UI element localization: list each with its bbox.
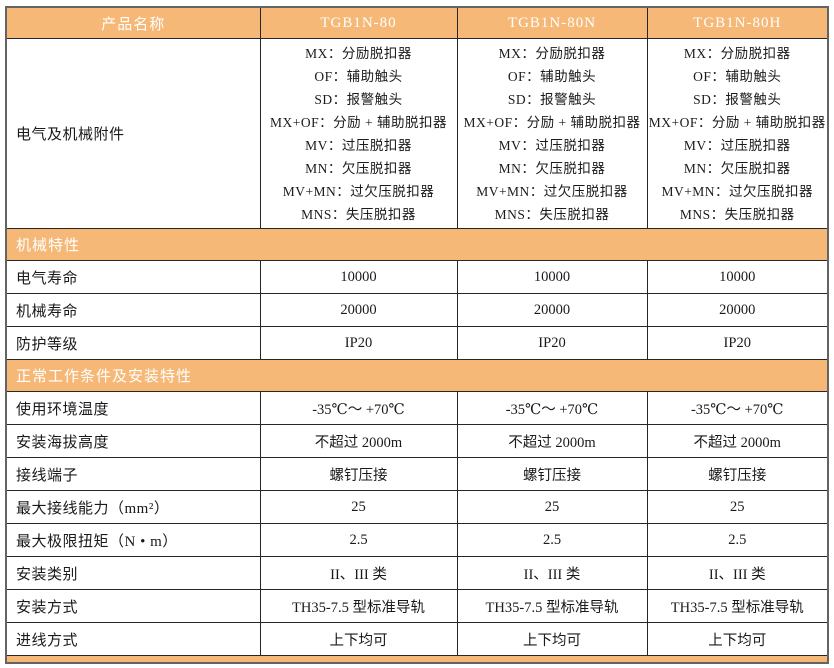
row-value: 25 [456, 490, 648, 524]
table-row: 防护等级 IP20 IP20 IP20 [5, 326, 829, 360]
row-label: 电气寿命 [5, 260, 261, 294]
row-value: -35℃～ +70℃ [646, 391, 829, 425]
row-value: IP20 [456, 326, 648, 360]
accessories-row: 电气及机械附件 MX：分励脱扣器 OF：辅助触头 SD：报警触头 MX+OF：分… [5, 38, 829, 229]
table-row: 接线端子 螺钉压接 螺钉压接 螺钉压接 [5, 457, 829, 491]
row-value: TH35-7.5 型标准导轨 [259, 589, 458, 623]
accessory-line: OF：辅助触头 [693, 68, 782, 84]
accessory-line: OF：辅助触头 [507, 68, 597, 84]
accessories-cell: MX：分励脱扣器 OF：辅助触头 SD：报警触头 MX+OF：分励 + 辅助脱扣… [456, 38, 648, 229]
section-title: 正常工作条件及安装特性 [5, 359, 829, 392]
row-value: -35℃～ +70℃ [456, 391, 648, 425]
accessory-line: MNS：失压脱扣器 [301, 206, 416, 222]
model-header: TGB1N-80 [259, 6, 458, 39]
row-label: 最大接线能力（mm²） [5, 490, 261, 524]
row-value: 螺钉压接 [259, 457, 458, 491]
row-value: II、III 类 [259, 556, 458, 590]
accessory-line: MX：分励脱扣器 [305, 45, 412, 61]
row-value: 20000 [646, 293, 829, 327]
table-row: 进线方式 上下均可 上下均可 上下均可 [5, 622, 829, 656]
row-label: 最大极限扭矩（N • m） [5, 523, 261, 557]
row-value: 上下均可 [259, 622, 458, 656]
row-label: 使用环境温度 [5, 391, 261, 425]
row-label: 安装类别 [5, 556, 261, 590]
product-spec-table: 产品名称 TGB1N-80 TGB1N-80N TGB1N-80H 电气及机械附… [5, 6, 829, 664]
row-value: 上下均可 [646, 622, 829, 656]
accessory-line: MV+MN：过欠压脱扣器 [661, 183, 814, 199]
row-value: 20000 [456, 293, 648, 327]
row-value: 2.5 [259, 523, 458, 557]
product-name-header: 产品名称 [5, 6, 261, 39]
row-label: 进线方式 [5, 622, 261, 656]
row-value: 10000 [456, 260, 648, 294]
accessory-line: MN：欠压脱扣器 [498, 160, 606, 176]
section-row-installation: 正常工作条件及安装特性 [5, 359, 829, 392]
table-row: 最大接线能力（mm²） 25 25 25 [5, 490, 829, 524]
row-value: IP20 [259, 326, 458, 360]
row-label: 安装方式 [5, 589, 261, 623]
accessory-line: MX+OF：分励 + 辅助脱扣器 [648, 114, 826, 130]
row-label: 防护等级 [5, 326, 261, 360]
row-value: II、III 类 [456, 556, 648, 590]
table-header-row: 产品名称 TGB1N-80 TGB1N-80N TGB1N-80H [5, 6, 829, 39]
row-value: 10000 [259, 260, 458, 294]
row-value: 2.5 [456, 523, 648, 557]
table-row: 安装方式 TH35-7.5 型标准导轨 TH35-7.5 型标准导轨 TH35-… [5, 589, 829, 623]
row-value: 20000 [259, 293, 458, 327]
row-value: TH35-7.5 型标准导轨 [646, 589, 829, 623]
accessory-line: MV：过压脱扣器 [498, 137, 606, 153]
row-value: 10000 [646, 260, 829, 294]
accessory-line: MX：分励脱扣器 [498, 45, 606, 61]
row-value: 上下均可 [456, 622, 648, 656]
row-value: 2.5 [646, 523, 829, 557]
section-title: 机械特性 [5, 228, 829, 261]
row-label: 接线端子 [5, 457, 261, 491]
table-row: 最大极限扭矩（N • m） 2.5 2.5 2.5 [5, 523, 829, 557]
model-header: TGB1N-80N [456, 6, 648, 39]
accessory-line: SD：报警触头 [507, 91, 597, 107]
accessories-cell: MX：分励脱扣器 OF：辅助触头 SD：报警触头 MX+OF：分励 + 辅助脱扣… [259, 38, 458, 229]
accessory-line: MV+MN：过欠压脱扣器 [476, 183, 628, 199]
row-label: 安装海拔高度 [5, 424, 261, 458]
accessory-line: MN：欠压脱扣器 [305, 160, 412, 176]
accessory-line: MNS：失压脱扣器 [494, 206, 610, 222]
row-value: -35℃～ +70℃ [259, 391, 458, 425]
accessories-cell: MX：分励脱扣器 OF：辅助触头 SD：报警触头 MX+OF：分励 + 辅助脱扣… [646, 38, 829, 229]
row-label: 机械寿命 [5, 293, 261, 327]
row-value: 不超过 2000m [456, 424, 648, 458]
accessory-line: MN：欠压脱扣器 [683, 160, 791, 176]
accessory-line: MV+MN：过欠压脱扣器 [282, 183, 435, 199]
accessory-list: MX：分励脱扣器 OF：辅助触头 SD：报警触头 MX+OF：分励 + 辅助脱扣… [648, 42, 827, 226]
row-value: 不超过 2000m [259, 424, 458, 458]
accessory-line: MX+OF：分励 + 辅助脱扣器 [270, 114, 447, 130]
accessory-line: SD：报警触头 [314, 91, 403, 107]
row-value: 螺钉压接 [456, 457, 648, 491]
table-row: 机械寿命 20000 20000 20000 [5, 293, 829, 327]
table-row: 安装类别 II、III 类 II、III 类 II、III 类 [5, 556, 829, 590]
accessory-line: MNS：失压脱扣器 [679, 206, 795, 222]
accessory-list: MX：分励脱扣器 OF：辅助触头 SD：报警触头 MX+OF：分励 + 辅助脱扣… [261, 42, 456, 226]
row-value: 螺钉压接 [646, 457, 829, 491]
row-value: II、III 类 [646, 556, 829, 590]
section-row-mechanical: 机械特性 [5, 228, 829, 261]
row-value: 不超过 2000m [646, 424, 829, 458]
model-header: TGB1N-80H [646, 6, 829, 39]
accessory-line: OF：辅助触头 [314, 68, 403, 84]
table-row: 电气寿命 10000 10000 10000 [5, 260, 829, 294]
accessory-line: MV：过压脱扣器 [305, 137, 412, 153]
accessory-line: MV：过压脱扣器 [683, 137, 791, 153]
table-row: 安装海拔高度 不超过 2000m 不超过 2000m 不超过 2000m [5, 424, 829, 458]
row-value: IP20 [646, 326, 829, 360]
row-value: 25 [259, 490, 458, 524]
row-value: TH35-7.5 型标准导轨 [456, 589, 648, 623]
row-value: 25 [646, 490, 829, 524]
accessory-list: MX：分励脱扣器 OF：辅助触头 SD：报警触头 MX+OF：分励 + 辅助脱扣… [458, 42, 646, 226]
row-label: 电气及机械附件 [5, 38, 261, 229]
accessory-line: MX+OF：分励 + 辅助脱扣器 [463, 114, 641, 130]
accessory-line: SD：报警触头 [693, 91, 782, 107]
table-row: 使用环境温度 -35℃～ +70℃ -35℃～ +70℃ -35℃～ +70℃ [5, 391, 829, 425]
accessory-line: MX：分励脱扣器 [683, 45, 791, 61]
